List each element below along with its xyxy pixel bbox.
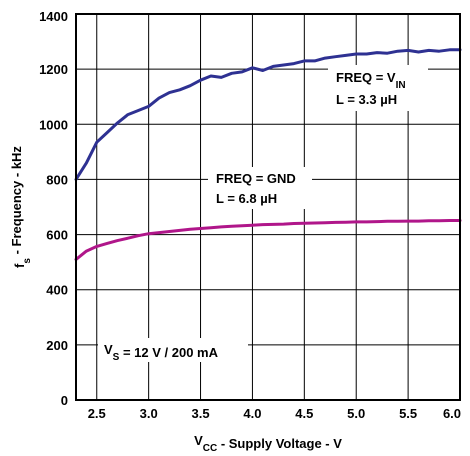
- annotation-gnd-line1: FREQ = GND: [216, 171, 296, 186]
- series-line-1: [74, 48, 462, 181]
- y-tick-label: 400: [46, 283, 68, 298]
- y-tick-label: 1000: [39, 117, 68, 132]
- x-tick-label: 4.5: [295, 406, 313, 421]
- annotation-vin-line2: L = 3.3 µH: [336, 92, 397, 107]
- annotation-gnd-line2: L = 6.8 µH: [216, 191, 277, 206]
- y-axis-label: fs - Frequency - kHz: [9, 146, 33, 268]
- x-tick-label: 5.0: [347, 406, 365, 421]
- y-tick-labels: 0 200 400 600 800 1000 1200 1400: [39, 9, 68, 408]
- annotation-bg-vin: [328, 65, 428, 111]
- x-axis-label: VCC - Supply Voltage - V: [194, 433, 342, 454]
- x-tick-label: 3.5: [192, 406, 210, 421]
- y-tick-label: 1200: [39, 62, 68, 77]
- y-tick-label: 0: [61, 393, 68, 408]
- series-line-2: [74, 219, 462, 261]
- x-tick-label: 5.5: [399, 406, 417, 421]
- annotation-bg-vs: [98, 338, 248, 362]
- y-tick-label: 800: [46, 172, 68, 187]
- annotation-bg-gnd: [208, 167, 312, 209]
- plot-frame: [75, 13, 461, 401]
- annotation-vs: VS = 12 V / 200 mA: [104, 342, 219, 363]
- x-tick-labels: 2.5 3.0 3.5 4.0 4.5 5.0 5.5 6.0: [88, 406, 461, 421]
- annotation-vin-line1: FREQ = VIN: [336, 70, 406, 91]
- x-tick-label: 2.5: [88, 406, 106, 421]
- x-tick-label: 3.0: [140, 406, 158, 421]
- series-group: [74, 48, 462, 261]
- y-tick-label: 1400: [39, 9, 68, 24]
- y-tick-label: 200: [46, 338, 68, 353]
- y-tick-label: 600: [46, 228, 68, 243]
- x-tick-label: 4.0: [243, 406, 261, 421]
- x-tick-label: 6.0: [443, 406, 461, 421]
